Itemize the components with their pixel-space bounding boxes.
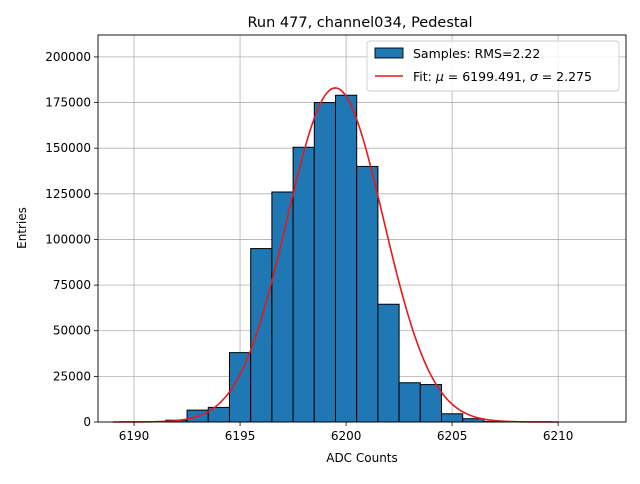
x-tick-label: 6210 [543,429,574,443]
legend-fit-label: Fit: μ = 6199.491, σ = 2.275 [413,69,592,84]
y-tick-label: 150000 [45,141,91,155]
y-tick-label: 200000 [45,50,91,64]
plot-frame [97,34,627,423]
histogram-bar [398,382,421,423]
y-tick-label: 100000 [45,232,91,246]
histogram-bar [441,413,464,423]
legend-samples-label: Samples: RMS=2.22 [413,46,540,61]
legend-box [366,40,620,92]
histogram-bar [250,248,273,423]
gaussian-fit-curve [112,87,559,423]
x-tick-label: 6190 [119,429,150,443]
histogram-bars [165,94,506,423]
x-axis-label: ADC Counts [326,451,398,465]
y-tick-label: 175000 [45,96,91,110]
histogram-bar [377,303,400,423]
y-tick-label: 75000 [53,278,91,292]
y-tick-label: 0 [83,415,91,429]
legend-samples-swatch [374,47,404,59]
histogram-bar [334,94,358,423]
x-tick-label: 6205 [437,429,468,443]
histogram-bar [419,384,443,423]
legend: Samples: RMS=2.22 Fit: μ = 6199.491, σ =… [366,40,620,92]
x-axis-ticks: 6190 6195 6200 6205 6210 [119,422,574,443]
x-tick-label: 6195 [225,429,256,443]
histogram-bar [271,191,294,423]
chart-title: Run 477, channel034, Pedestal [247,15,472,31]
y-tick-label: 125000 [45,187,91,201]
histogram-bar [313,102,336,423]
x-tick-label: 6200 [331,429,362,443]
y-tick-label: 50000 [53,324,91,338]
y-axis-ticks: 0 25000 50000 75000 100000 125000 150000 175000… [45,50,98,429]
y-axis-label: Entries [15,207,29,249]
y-tick-label: 25000 [53,369,91,383]
histogram-bar [356,165,379,423]
histogram-bar [292,146,315,423]
